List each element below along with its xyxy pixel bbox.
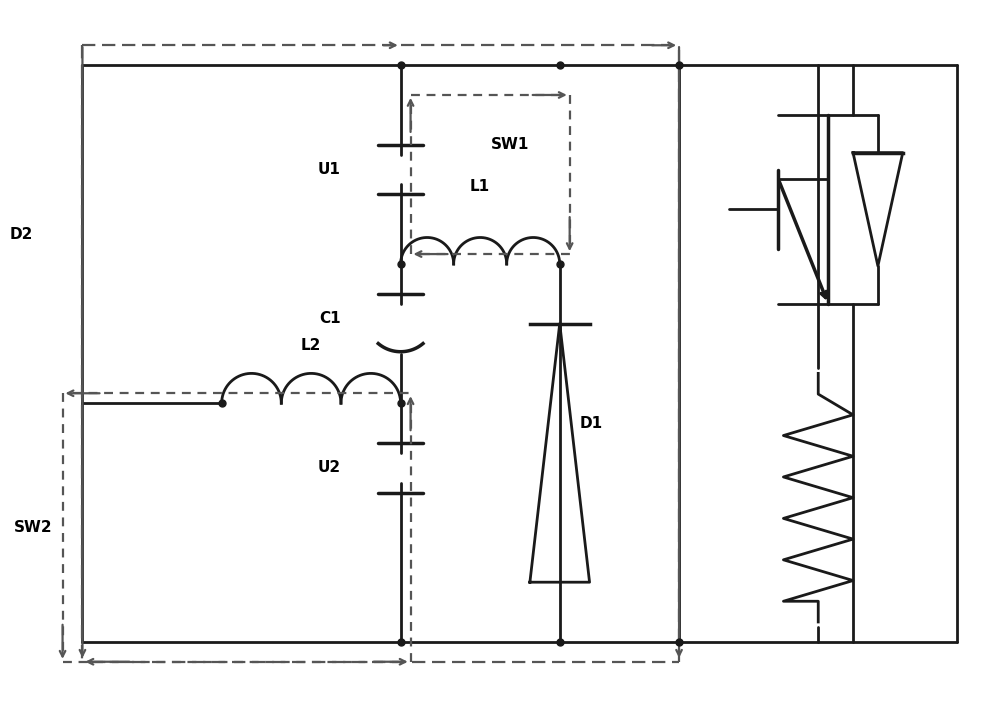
Text: SW2: SW2 — [14, 520, 53, 535]
Text: D1: D1 — [580, 416, 603, 431]
Text: D2: D2 — [9, 227, 33, 242]
Text: U1: U1 — [318, 162, 341, 177]
Text: SW1: SW1 — [491, 137, 529, 152]
Text: L2: L2 — [301, 339, 321, 354]
Text: U2: U2 — [318, 460, 341, 475]
Text: L1: L1 — [470, 180, 490, 194]
Text: C1: C1 — [319, 311, 341, 326]
